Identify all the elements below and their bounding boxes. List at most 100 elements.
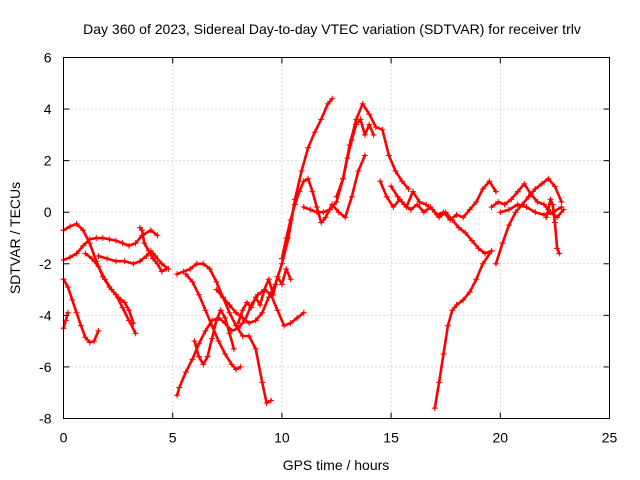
data-point-marker — [193, 260, 200, 267]
data-point-marker — [447, 216, 454, 223]
data-point-marker — [488, 204, 495, 211]
data-point-marker — [372, 124, 379, 131]
data-point-marker — [488, 247, 495, 254]
series-track-9 — [174, 260, 274, 407]
data-point-marker — [235, 320, 242, 327]
data-point-marker — [492, 260, 499, 267]
data-point-marker — [344, 155, 351, 162]
series-trace — [433, 249, 493, 410]
data-point-marker — [226, 330, 233, 337]
series-track-5 — [82, 250, 137, 327]
data-point-marker — [119, 304, 126, 311]
data-point-marker — [324, 100, 331, 107]
data-point-marker — [228, 361, 235, 368]
data-point-marker — [492, 188, 499, 195]
grid-lines — [63, 57, 610, 419]
data-point-marker — [91, 338, 98, 345]
data-point-marker — [230, 345, 237, 352]
series-track-15 — [300, 100, 412, 216]
series-track-7 — [136, 224, 170, 275]
y-tick-label: -6 — [39, 359, 52, 375]
data-point-marker — [409, 188, 416, 195]
data-point-marker — [226, 309, 233, 316]
data-point-marker — [283, 235, 290, 241]
data-point-marker — [239, 307, 246, 314]
data-point-marker — [407, 206, 414, 213]
series-track-11 — [191, 307, 237, 368]
data-point-marker — [499, 240, 506, 247]
data-point-marker — [329, 95, 336, 102]
data-point-marker — [473, 276, 480, 283]
data-point-marker — [423, 201, 430, 208]
data-point-marker — [154, 260, 161, 267]
data-point-marker — [126, 307, 133, 314]
data-point-marker — [215, 338, 222, 345]
series-track-16 — [333, 116, 377, 200]
data-point-marker — [278, 281, 285, 288]
data-point-marker — [252, 317, 259, 324]
data-point-marker — [558, 198, 565, 205]
x-tick-label: 15 — [383, 430, 399, 446]
x-tick-label: 20 — [493, 430, 509, 446]
data-point-marker — [300, 204, 307, 211]
data-point-marker — [101, 276, 108, 283]
data-point-marker — [353, 121, 360, 128]
data-point-marker — [318, 219, 325, 226]
data-point-marker — [370, 131, 377, 138]
data-point-marker — [69, 296, 76, 303]
data-point-marker — [427, 204, 434, 211]
data-point-marker — [263, 400, 270, 407]
data-point-marker — [482, 250, 489, 257]
data-series — [60, 95, 567, 412]
series-trace — [280, 154, 367, 260]
data-point-marker — [119, 240, 126, 247]
data-point-marker — [453, 211, 460, 218]
data-point-marker — [543, 214, 550, 221]
data-point-marker — [191, 338, 198, 345]
data-point-marker — [182, 369, 189, 376]
data-point-marker — [466, 289, 473, 296]
data-point-marker — [121, 258, 128, 265]
data-point-marker — [508, 196, 515, 203]
data-point-marker — [130, 320, 137, 327]
data-point-marker — [106, 236, 113, 243]
data-point-marker — [246, 332, 253, 339]
series-trace — [184, 272, 242, 371]
data-point-marker — [335, 209, 342, 216]
data-point-marker — [449, 307, 456, 314]
data-point-marker — [506, 222, 513, 229]
data-point-marker — [549, 201, 556, 208]
data-point-marker — [556, 250, 563, 257]
x-tick-label: 0 — [60, 430, 68, 446]
data-point-marker — [366, 121, 373, 128]
data-point-marker — [497, 209, 504, 216]
data-point-marker — [112, 237, 119, 244]
data-point-marker — [182, 271, 189, 278]
data-point-marker — [86, 240, 93, 247]
x-tick-label: 10 — [274, 430, 290, 446]
data-point-marker — [233, 309, 240, 316]
series-trace — [193, 308, 236, 366]
data-point-marker — [361, 131, 368, 138]
data-point-marker — [547, 196, 554, 203]
chart-title: Day 360 of 2023, Sidereal Day-to-day VTE… — [83, 21, 581, 37]
data-point-marker — [342, 214, 349, 221]
data-point-marker — [95, 263, 102, 270]
data-point-marker — [401, 201, 408, 208]
data-point-marker — [551, 219, 558, 226]
data-point-marker — [309, 188, 316, 195]
data-point-marker — [512, 209, 519, 216]
y-tick-label: -8 — [39, 411, 52, 427]
data-point-marker — [82, 250, 89, 257]
data-point-marker — [514, 188, 521, 195]
data-point-marker — [86, 339, 93, 346]
data-point-marker — [73, 250, 80, 257]
data-point-marker — [545, 175, 552, 182]
data-point-marker — [200, 361, 207, 368]
data-point-marker — [267, 397, 274, 404]
data-point-marker — [348, 137, 355, 144]
data-point-marker — [333, 198, 340, 205]
data-point-marker — [313, 204, 320, 211]
data-point-marker — [189, 356, 196, 363]
